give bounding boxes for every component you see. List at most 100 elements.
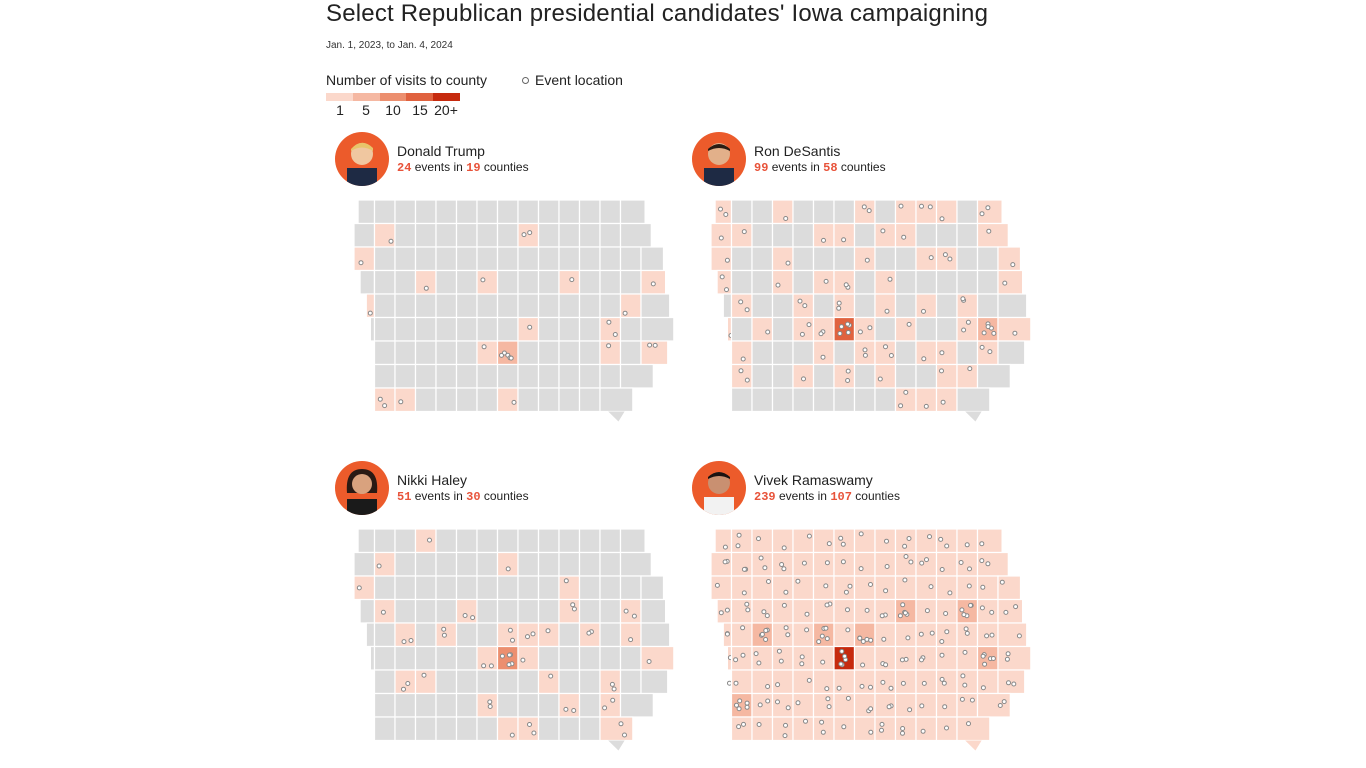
county-cell <box>771 387 794 413</box>
county-cell <box>517 645 540 671</box>
county-cell <box>496 316 519 342</box>
portrait-icon <box>346 469 378 515</box>
scale-swatch-0 <box>326 93 353 101</box>
county-cell <box>874 387 897 413</box>
county-cell <box>414 528 437 554</box>
event-location-marker <box>782 733 788 739</box>
event-location-marker <box>845 607 850 613</box>
event-location-marker <box>762 565 768 571</box>
event-location-marker <box>741 229 747 235</box>
county-cell <box>812 716 835 742</box>
event-location-marker <box>783 625 789 631</box>
county-cell <box>369 645 376 671</box>
county-cell <box>894 363 917 389</box>
county-cell <box>997 622 1028 648</box>
county-cell <box>578 387 601 413</box>
county-cell <box>517 575 540 601</box>
event-location-marker <box>367 310 373 316</box>
candidate-name-haley: Nikki Haley <box>397 472 468 488</box>
county-cell <box>915 669 938 695</box>
county-cell <box>915 551 938 577</box>
county-cell <box>976 316 999 342</box>
county-cell <box>578 340 601 366</box>
event-location-marker <box>569 277 575 283</box>
event-location-marker <box>388 238 394 244</box>
event-location-marker <box>563 706 569 712</box>
event-location-marker <box>900 730 905 736</box>
county-cell <box>730 293 753 319</box>
event-location-marker <box>967 366 973 372</box>
county-cell <box>915 645 938 671</box>
event-location-marker <box>980 653 986 659</box>
event-location-marker <box>586 630 592 636</box>
county-cell <box>517 293 540 319</box>
event-location-marker <box>877 376 883 382</box>
event-location-marker <box>548 673 554 679</box>
county-cell <box>997 669 1026 695</box>
county-cell <box>599 269 622 295</box>
event-location-marker <box>714 582 720 588</box>
event-location-marker <box>382 403 388 409</box>
event-location-marker <box>481 663 487 669</box>
event-location-marker <box>804 611 810 617</box>
county-cell <box>517 551 540 577</box>
event-location-marker <box>944 543 950 549</box>
county-cell <box>517 246 540 272</box>
event-location-marker <box>939 216 945 222</box>
county-cell <box>599 363 622 389</box>
county-cell <box>558 246 581 272</box>
event-location-marker <box>821 237 826 243</box>
county-cell <box>853 575 876 601</box>
county-cell <box>619 645 642 671</box>
county-cell <box>414 622 437 648</box>
county-cell <box>359 598 376 624</box>
event-location-marker <box>964 630 970 636</box>
county-cell <box>894 340 917 366</box>
event-location-marker <box>898 203 904 209</box>
event-location-marker <box>888 353 894 358</box>
county-cell <box>435 316 458 342</box>
county-cell <box>935 387 958 413</box>
county-cell <box>894 669 917 695</box>
event-location-marker <box>845 695 851 701</box>
county-cell <box>435 246 458 272</box>
county-cell <box>435 363 458 389</box>
county-cell <box>578 199 601 225</box>
county-cell <box>997 246 1022 272</box>
county-cell <box>517 669 540 695</box>
event-location-marker <box>398 399 404 405</box>
county-cell <box>730 363 753 389</box>
event-location-marker <box>999 579 1005 585</box>
event-location-marker <box>883 588 889 594</box>
event-location-marker <box>423 285 429 291</box>
county-cell <box>537 387 560 413</box>
county-cell <box>558 363 581 389</box>
event-location-marker <box>380 609 386 615</box>
event-location-marker <box>801 376 806 382</box>
event-location-marker <box>919 703 925 709</box>
event-location-marker <box>944 725 949 731</box>
county-cell <box>997 340 1026 366</box>
event-location-marker <box>858 566 864 572</box>
county-cell <box>394 199 417 225</box>
county-cell <box>976 363 1011 389</box>
event-location-marker <box>959 696 965 702</box>
event-location-marker <box>820 729 826 735</box>
event-location-marker <box>628 637 634 643</box>
county-cell <box>608 740 625 751</box>
event-location-marker <box>924 557 929 563</box>
event-location-marker <box>929 630 935 636</box>
date-range: Jan. 1, 2023, to Jan. 4, 2024 <box>326 40 453 51</box>
event-location-marker <box>470 615 476 621</box>
candidate-stats-ramaswamy: 239 events in 107 counties <box>754 489 900 504</box>
county-cell <box>414 575 437 601</box>
county-cell <box>894 692 917 718</box>
event-location-marker <box>744 700 750 706</box>
county-cell <box>833 246 856 272</box>
event-location-marker <box>943 611 949 616</box>
event-location-marker <box>867 325 873 331</box>
county-cell <box>935 222 958 248</box>
county-cell <box>537 316 560 342</box>
event-location-marker <box>785 632 791 638</box>
color-scale <box>326 93 460 101</box>
